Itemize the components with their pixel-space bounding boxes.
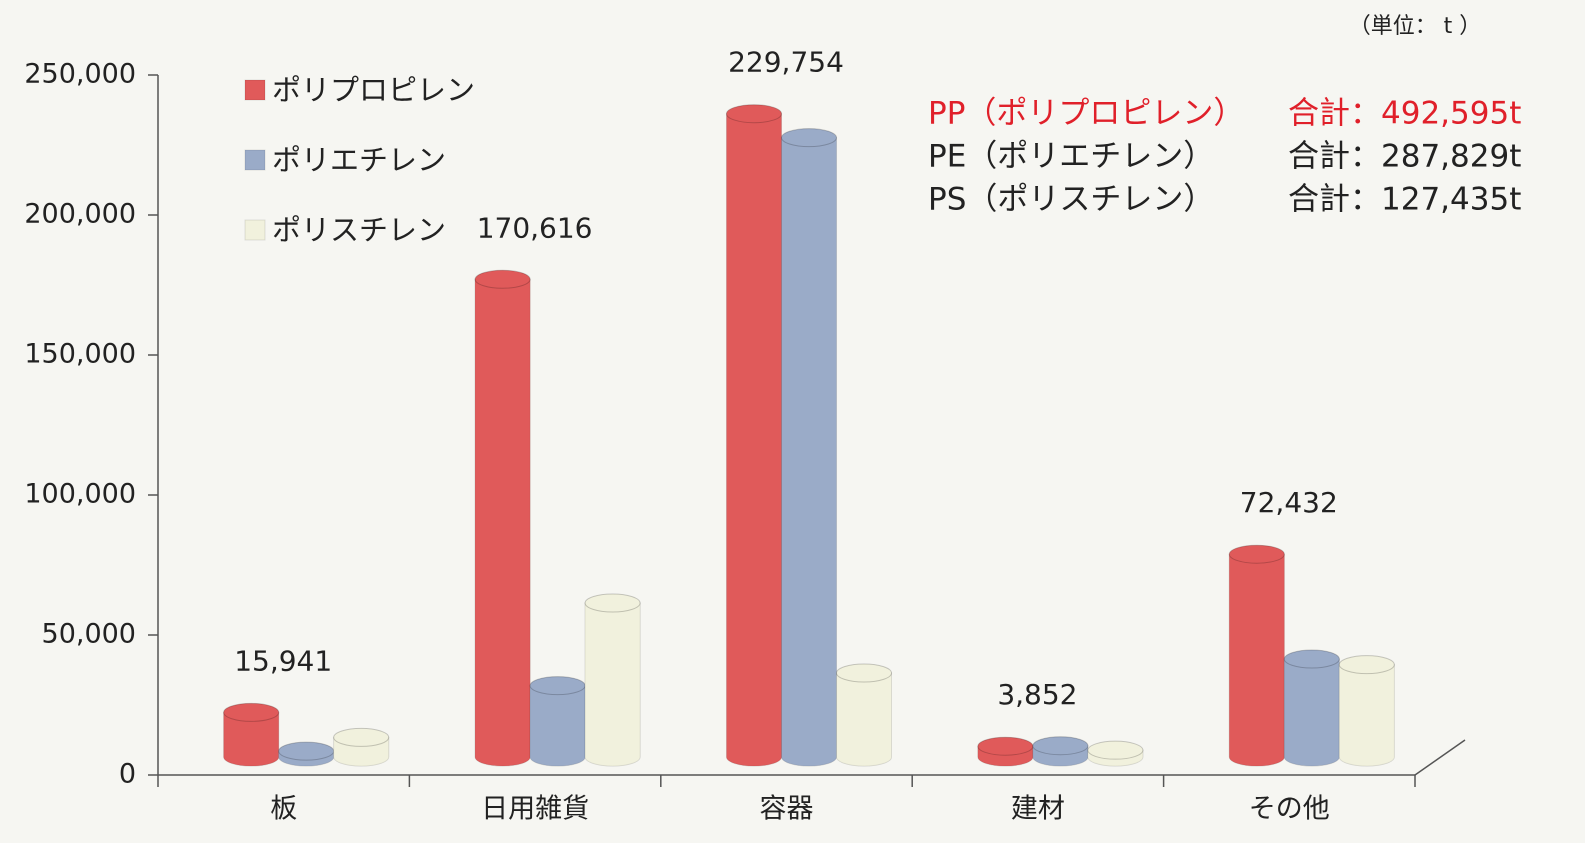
bar-top <box>474 269 531 289</box>
bar-shade <box>1284 659 1340 766</box>
bar-shade <box>223 712 279 766</box>
bar-shade <box>585 603 641 766</box>
y-tick-label: 0 <box>119 759 136 790</box>
y-tick-label: 150,000 <box>24 339 136 370</box>
total-name: PP（ポリプロピレン） <box>928 96 1244 132</box>
legend-swatch <box>244 79 266 101</box>
bar-shade <box>836 673 892 766</box>
bar-top <box>1338 655 1395 675</box>
total-value: 合計：287,829t <box>1288 139 1521 175</box>
value-label: 15,941 <box>234 644 332 677</box>
bar-top <box>781 128 837 148</box>
value-label: 72,432 <box>1240 486 1338 519</box>
bar-top <box>333 727 390 747</box>
value-label: 3,852 <box>997 678 1077 711</box>
bar-top <box>1228 544 1285 564</box>
value-label: 170,616 <box>477 211 593 244</box>
y-tick-label: 250,000 <box>24 59 136 90</box>
bar-top <box>1087 740 1144 760</box>
y-tick-label: 50,000 <box>42 619 136 650</box>
legend-label: ポリスチレン <box>272 213 446 247</box>
total-name: PE（ポリエチレン） <box>928 139 1214 175</box>
x-tick-label: 日用雑貨 <box>481 794 589 825</box>
x-tick-label: その他 <box>1249 794 1330 825</box>
bar-top <box>223 702 280 722</box>
bar-shade <box>726 113 782 767</box>
x-tick-label: 板 <box>270 794 297 825</box>
legend-label: ポリエチレン <box>272 143 446 177</box>
bar-top <box>836 663 892 683</box>
bar-top <box>278 741 335 761</box>
total-value: 合計：492,595t <box>1288 96 1521 132</box>
total-name: PS（ポリスチレン） <box>928 182 1214 218</box>
bar-shade <box>530 685 586 766</box>
bar-top <box>1032 736 1089 756</box>
y-tick-label: 200,000 <box>24 199 136 230</box>
bar-shade <box>1339 664 1395 766</box>
legend-swatch <box>244 149 266 171</box>
bar-top <box>726 104 782 124</box>
value-label: 229,754 <box>728 46 844 79</box>
x-tick-label: 容器 <box>760 794 814 825</box>
legend-label: ポリプロピレン <box>272 73 475 107</box>
unit-label: （単位： t ） <box>1349 14 1482 39</box>
floor-edge <box>1414 739 1466 776</box>
bar-shade <box>781 137 837 766</box>
bar-top <box>529 676 586 696</box>
total-value: 合計：127,435t <box>1288 182 1521 218</box>
legend-swatch <box>244 219 266 241</box>
x-tick-label: 建材 <box>1011 794 1065 825</box>
bar-top <box>1283 649 1340 669</box>
y-tick-label: 100,000 <box>24 479 136 510</box>
bar-top <box>977 736 1034 756</box>
bar-top <box>584 593 641 613</box>
bar-shade <box>475 279 531 766</box>
bar-shade <box>1229 554 1285 766</box>
